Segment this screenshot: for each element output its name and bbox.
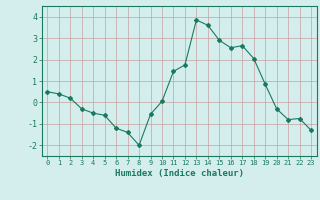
X-axis label: Humidex (Indice chaleur): Humidex (Indice chaleur) [115, 169, 244, 178]
